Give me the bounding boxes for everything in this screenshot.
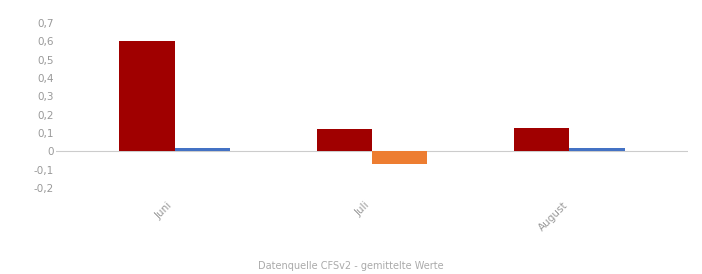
Bar	[175, 148, 230, 151]
Legend: Abweichung Temperatur, Abweichung Niederschlag, Abweichung Temperatur, Abweichun: Abweichung Temperatur, Abweichung Nieder…	[206, 272, 538, 274]
Bar	[119, 41, 175, 151]
Bar	[514, 127, 569, 151]
Bar	[372, 151, 428, 164]
Bar	[317, 129, 372, 151]
Text: Datenquelle CFSv2 - gemittelte Werte: Datenquelle CFSv2 - gemittelte Werte	[258, 261, 444, 271]
Bar	[569, 148, 625, 151]
